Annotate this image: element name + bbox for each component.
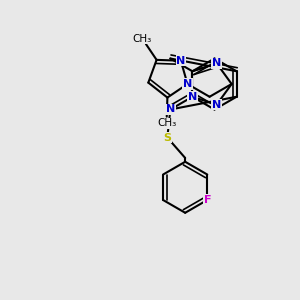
Text: N: N: [183, 79, 192, 89]
Text: N: N: [188, 92, 197, 102]
Text: CH₃: CH₃: [133, 34, 152, 44]
Text: S: S: [163, 133, 171, 142]
Text: N: N: [212, 58, 221, 68]
Text: N: N: [212, 100, 221, 110]
Text: N: N: [166, 104, 175, 115]
Text: F: F: [203, 195, 211, 205]
Text: CH₃: CH₃: [157, 118, 176, 128]
Text: N: N: [176, 56, 185, 66]
